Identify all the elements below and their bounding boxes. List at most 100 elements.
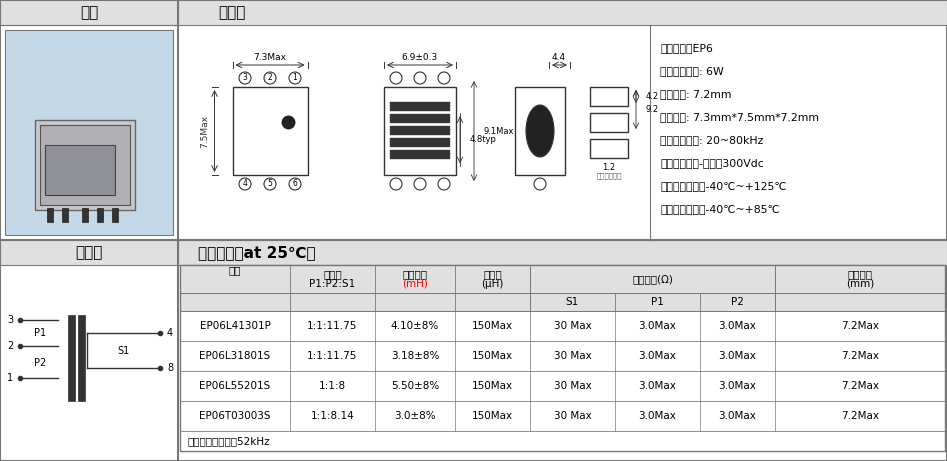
Text: P2: P2 [731,297,744,307]
Text: 1: 1 [293,73,297,83]
Text: 图片: 图片 [80,5,98,20]
Text: 9.2: 9.2 [646,105,659,114]
Text: 2: 2 [268,73,273,83]
Text: 1: 1 [7,373,13,383]
Bar [384,87,456,175]
Text: 抗电强度原边-副边：300Vdc: 抗电强度原边-副边：300Vdc [660,158,763,168]
Circle shape [264,72,276,84]
Text: (mH): (mH) [402,279,428,289]
Text: 3.18±8%: 3.18±8% [391,351,439,361]
Text: 品名: 品名 [229,265,241,275]
Text: 6.9±0.3: 6.9±0.3 [402,53,438,63]
Bar [78,315,85,401]
Circle shape [239,178,251,190]
Bar [390,138,450,148]
Text: 7.2Max: 7.2Max [841,351,879,361]
Bar [590,139,628,158]
Text: 150Max: 150Max [472,411,513,421]
Text: 3.0Max: 3.0Max [719,351,757,361]
Text: 封装尺寸: 7.3mm*7.5mm*7.2mm: 封装尺寸: 7.3mm*7.5mm*7.2mm [660,112,819,122]
Text: 工作频率范围: 20~80kHz: 工作频率范围: 20~80kHz [660,135,763,145]
Text: 3.0Max: 3.0Max [638,321,676,331]
Circle shape [414,178,426,190]
Text: S1: S1 [117,345,130,355]
Text: 磁芯规格：EP6: 磁芯规格：EP6 [660,43,713,53]
Text: 3.0±8%: 3.0±8% [394,411,436,421]
Text: 产品高度: 7.2mm: 产品高度: 7.2mm [660,89,731,99]
Text: 7.2Max: 7.2Max [841,381,879,391]
Text: (μH): (μH) [481,279,504,289]
Bar [180,371,945,401]
Bar [82,208,88,222]
Bar [180,265,945,451]
Bar [40,125,130,205]
Circle shape [534,178,546,190]
Bar [390,102,450,112]
Text: P1: P1 [652,297,664,307]
Bar [180,401,945,431]
Circle shape [390,72,402,84]
Text: 2: 2 [7,341,13,351]
Bar [45,145,115,195]
Text: S1: S1 [566,297,580,307]
Bar [180,265,945,293]
Text: 直流电阻(Ω): 直流电阻(Ω) [632,274,673,284]
Bar [35,120,135,210]
Bar [233,87,308,175]
Text: 1:1:11.75: 1:1:11.75 [308,321,358,331]
Text: 9.1Max: 9.1Max [483,126,513,136]
Text: 4.8typ: 4.8typ [470,135,497,144]
Bar [180,265,945,451]
Text: 漏电感: 漏电感 [483,269,502,279]
Circle shape [414,72,426,84]
Circle shape [390,178,402,190]
Bar [178,240,947,265]
Circle shape [289,178,301,190]
Text: 7.2Max: 7.2Max [841,321,879,331]
Bar [0,0,178,25]
Text: 1:1:8.14: 1:1:8.14 [311,411,354,421]
Bar [62,208,68,222]
Text: 工作温度范围：-40℃~+125℃: 工作温度范围：-40℃~+125℃ [660,181,787,191]
Text: 接线图: 接线图 [76,245,102,260]
Bar [180,311,945,341]
Text: 6: 6 [293,179,297,189]
Text: 30 Max: 30 Max [554,381,591,391]
Text: P1: P1 [34,328,46,338]
Text: 3.0Max: 3.0Max [638,411,676,421]
Text: 30 Max: 30 Max [554,411,591,421]
Text: 4.2: 4.2 [646,92,659,101]
Text: 保存温度范围：-40℃~+85℃: 保存温度范围：-40℃~+85℃ [660,204,779,214]
Text: 外形图: 外形图 [218,5,245,20]
Text: 3.0Max: 3.0Max [719,321,757,331]
Text: 4.10±8%: 4.10±8% [391,321,439,331]
Text: (mm): (mm) [846,279,874,289]
Circle shape [264,178,276,190]
Bar [515,87,565,175]
Circle shape [289,72,301,84]
Text: 1.2: 1.2 [602,164,616,172]
Text: P1:P2:S1: P1:P2:S1 [310,279,356,289]
Bar [390,150,450,160]
Bar [178,0,947,25]
Bar [390,114,450,124]
Bar [47,208,53,222]
Text: 7.2Max: 7.2Max [841,411,879,421]
Text: 150Max: 150Max [472,351,513,361]
Text: 3.0Max: 3.0Max [719,381,757,391]
Text: 4: 4 [242,179,247,189]
Text: P2: P2 [34,358,46,368]
Text: 5.50±8%: 5.50±8% [391,381,439,391]
Text: 最大输出功率: 6W: 最大输出功率: 6W [660,66,724,76]
Text: 5: 5 [268,179,273,189]
Bar [0,240,178,265]
Bar [5,30,173,235]
Text: 初级电感: 初级电感 [402,269,427,279]
Bar [180,341,945,371]
Text: 3.0Max: 3.0Max [719,411,757,421]
Text: 3.0Max: 3.0Max [638,351,676,361]
Text: EP06L55201S: EP06L55201S [200,381,271,391]
Text: 8: 8 [167,363,173,373]
Text: 产品高度: 产品高度 [848,269,872,279]
Text: 4.4: 4.4 [552,53,566,63]
